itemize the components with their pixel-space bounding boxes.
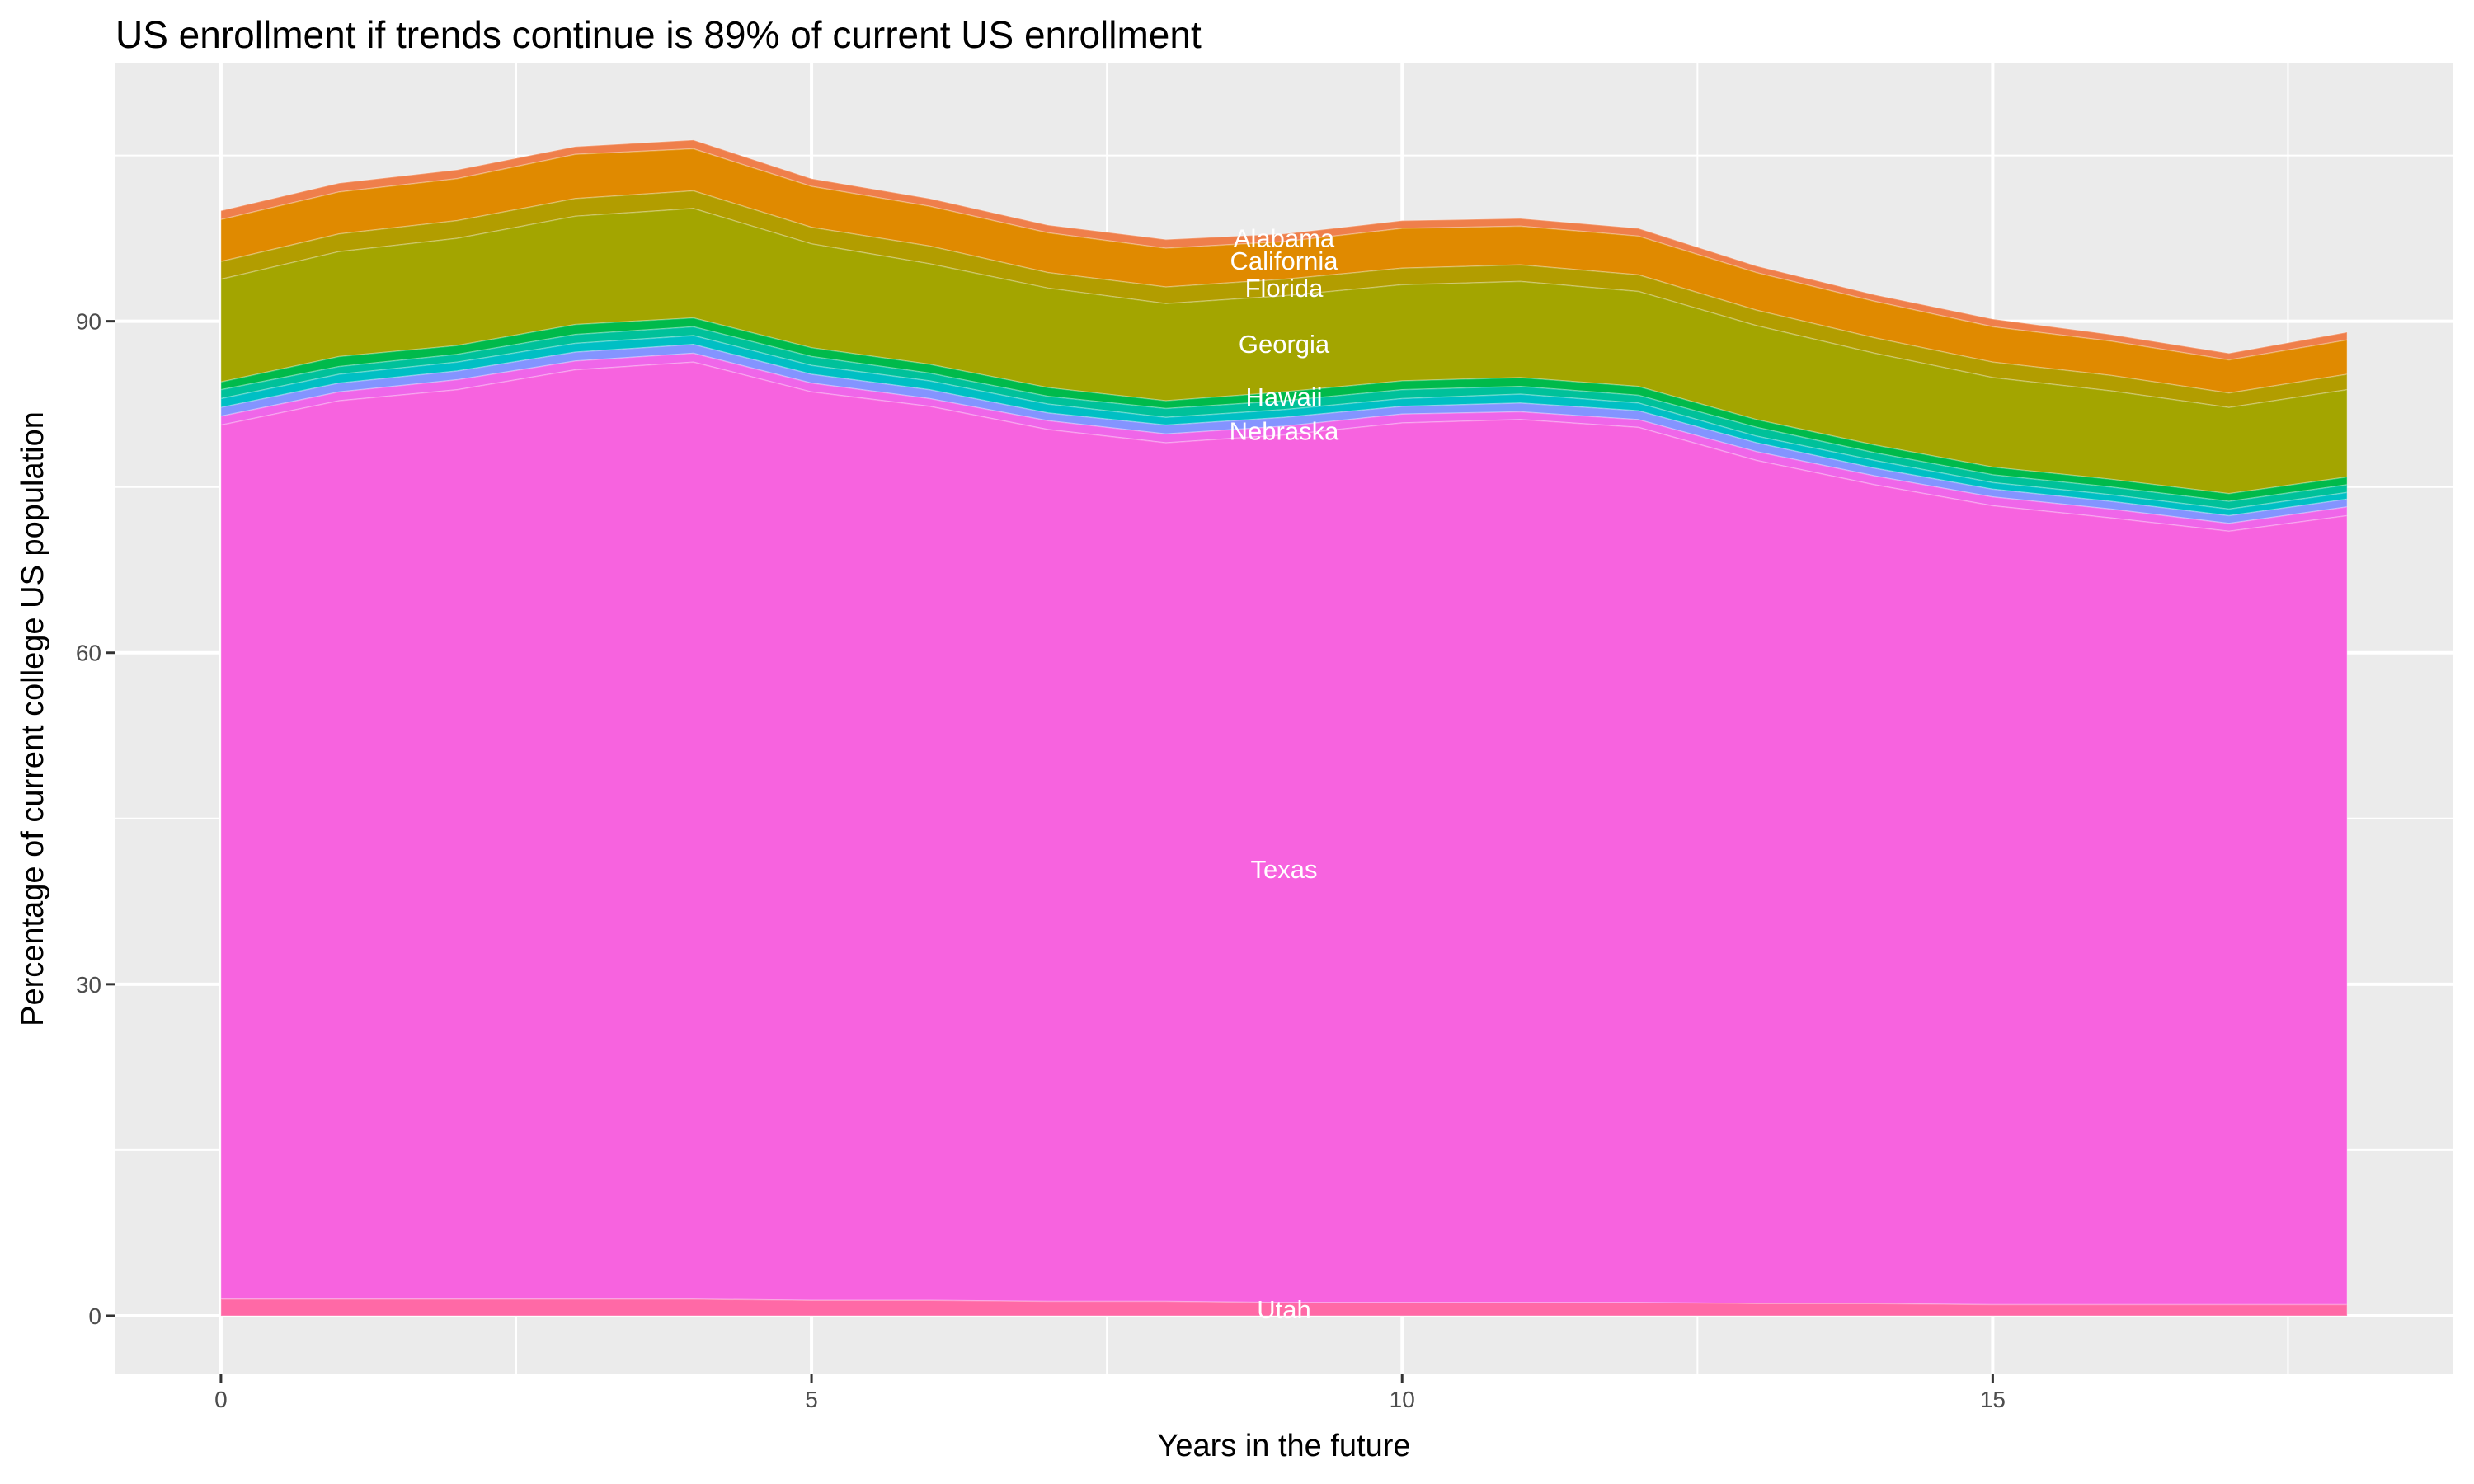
area-layers	[220, 139, 2348, 1317]
area-label-utah: Utah	[1257, 1295, 1310, 1324]
y-tick-label: 60	[76, 641, 101, 666]
area-label-hawaii: Hawaii	[1245, 383, 1322, 411]
area-label-texas: Texas	[1251, 855, 1318, 884]
area-label-georgia: Georgia	[1239, 330, 1330, 359]
y-tick-label: 90	[76, 309, 101, 335]
y-tick-label: 0	[88, 1303, 101, 1329]
x-tick-label: 10	[1390, 1387, 1415, 1412]
chart-title: US enrollment if trends continue is 89% …	[115, 13, 1202, 56]
area-label-california: California	[1230, 247, 1339, 275]
y-tick-label: 30	[76, 972, 101, 998]
x-tick-label: 15	[1980, 1387, 2006, 1412]
area-label-alabama: Alabama	[1234, 223, 1335, 252]
area-utah	[220, 1298, 2348, 1317]
x-tick-label: 5	[805, 1387, 818, 1412]
x-axis-title: Years in the future	[1157, 1429, 1410, 1463]
area-label-nebraska: Nebraska	[1230, 416, 1339, 445]
area-nebraska	[220, 352, 2348, 533]
area-label-florida: Florida	[1245, 274, 1324, 303]
x-tick-label: 0	[214, 1387, 228, 1412]
axis-ticks: 0 5 10 15 0 30 60 90	[76, 309, 2006, 1412]
y-axis-title: Percentage of current college US populat…	[16, 411, 50, 1026]
area-hawaii	[220, 317, 2348, 502]
